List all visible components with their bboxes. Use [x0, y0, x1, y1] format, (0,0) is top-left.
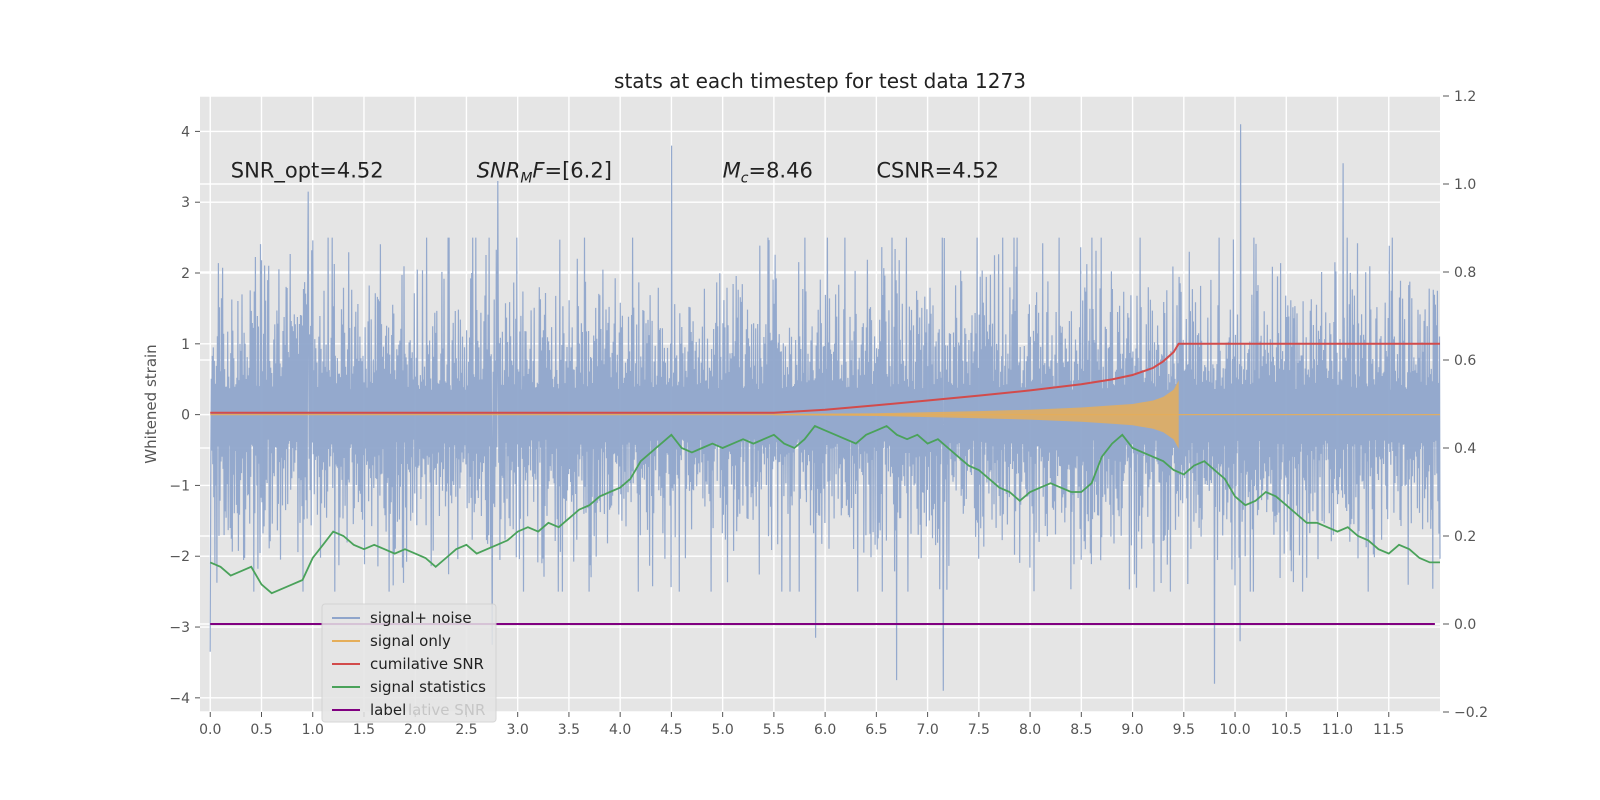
annotation-text: CSNR=4.52 — [876, 158, 999, 182]
series-signal-statistics — [209, 424, 1440, 595]
legend-ghost-label: lative SNR — [408, 701, 485, 719]
y2-tick-label: 0.6 — [1454, 353, 1476, 369]
x-tick-label: 9.5 — [1173, 722, 1195, 738]
annotation-text: Mc=8.46 — [723, 158, 813, 186]
legend: signal+ noise signal only cumilative SNR si… — [321, 603, 497, 723]
x-tick-label: 3.0 — [507, 722, 529, 738]
legend-label: signal only — [370, 632, 451, 650]
x-tick-label: 7.5 — [968, 722, 990, 738]
y2-tick-label: 1.2 — [1454, 89, 1476, 105]
x-tick-label: 4.0 — [609, 722, 631, 738]
x-tick-label: 7.0 — [916, 722, 938, 738]
x-tick-label: 0.5 — [250, 722, 272, 738]
chart-title: stats at each timestep for test data 127… — [614, 69, 1026, 93]
x-tick-label: 11.5 — [1373, 722, 1404, 738]
y2-tick-label: 0.4 — [1454, 441, 1476, 457]
series-signal-only — [210, 380, 1440, 449]
y-tick-label: 0 — [181, 408, 190, 424]
y-tick-label: 3 — [181, 195, 190, 211]
x-tick-label: 8.5 — [1070, 722, 1092, 738]
x-tick-label: 8.0 — [1019, 722, 1041, 738]
x-tick-label: 1.5 — [353, 722, 375, 738]
signal-statistics-line — [209, 424, 1440, 595]
x-tick-label: 0.0 — [199, 722, 221, 738]
x-tick-label: 6.0 — [814, 722, 836, 738]
cumulative-snr-line — [210, 342, 1440, 414]
legend-label: cumilative SNR — [370, 655, 484, 673]
legend-label: label — [370, 701, 406, 719]
x-tick-label: 11.0 — [1322, 722, 1353, 738]
y-tick-label: −4 — [169, 691, 190, 707]
y2-tick-label: −0.2 — [1454, 705, 1488, 721]
y2-tick-label: 0.8 — [1454, 265, 1476, 281]
y-tick-label: −3 — [169, 620, 190, 636]
y2-tick-label: 0.2 — [1454, 529, 1476, 545]
y2-tick-label: 1.0 — [1454, 177, 1476, 193]
axis-ticks: 0.0 0.5 1.0 1.5 2.0 2.5 3.0 3.5 4.0 4.5 5.0 5.5 6.0 6… — [169, 89, 1488, 738]
x-tick-label: 4.5 — [660, 722, 682, 738]
y-tick-label: −2 — [169, 549, 190, 565]
annotation-text: SNR_opt=4.52 — [231, 158, 384, 183]
y-axis-label: Whitened strain — [142, 344, 160, 463]
x-tick-label: 2.5 — [455, 722, 477, 738]
y-tick-label: 1 — [181, 337, 190, 353]
x-tick-label: 10.0 — [1219, 722, 1250, 738]
x-tick-label: 3.5 — [558, 722, 580, 738]
x-tick-label: 2.0 — [404, 722, 426, 738]
series-cumulative-snr — [210, 342, 1440, 414]
x-tick-label: 10.5 — [1271, 722, 1302, 738]
y-tick-label: −1 — [169, 478, 190, 494]
annotations: SNR_opt=4.52 SNRMF=[6.2] Mc=8.46 CSNR=4.52 — [231, 158, 999, 186]
legend-box — [321, 603, 497, 723]
y-tick-label: 4 — [181, 124, 190, 140]
y2-tick-label: 0.0 — [1454, 617, 1476, 633]
annotation-text: SNRMF=[6.2] — [477, 158, 612, 186]
legend-label: signal statistics — [370, 678, 486, 696]
x-tick-label: 5.0 — [712, 722, 734, 738]
x-tick-label: 5.5 — [763, 722, 785, 738]
x-tick-label: 6.5 — [865, 722, 887, 738]
x-tick-label: 1.0 — [302, 722, 324, 738]
legend-label: signal+ noise — [370, 609, 472, 627]
y-tick-label: 2 — [181, 266, 190, 282]
x-tick-label: 9.0 — [1121, 722, 1143, 738]
